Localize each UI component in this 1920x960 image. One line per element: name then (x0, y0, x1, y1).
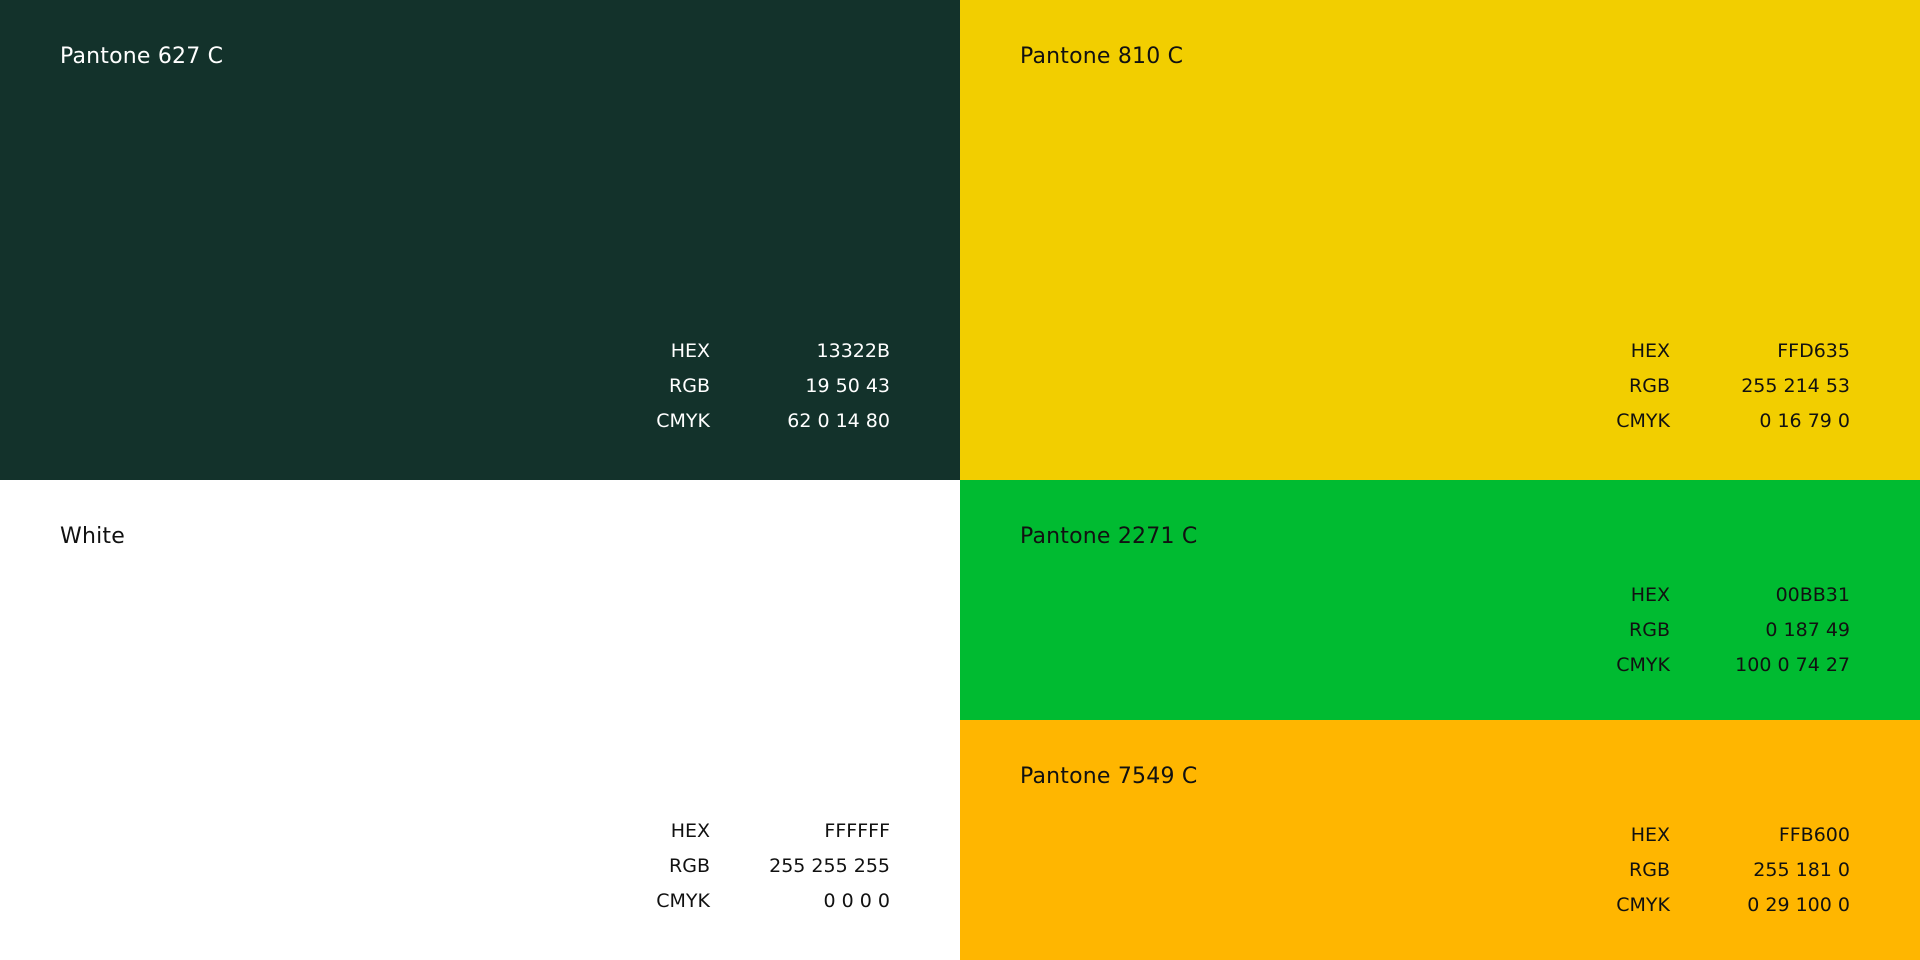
swatch-name: White (60, 524, 125, 549)
cmyk-value: 0 0 0 0 (823, 890, 890, 912)
color-specs: HEX 00BB31 RGB 0 187 49 CMYK 100 0 74 27 (1616, 583, 1850, 678)
swatch-pantone-810: Pantone 810 C HEX FFD635 RGB 255 214 53 … (960, 0, 1920, 480)
swatch-name: Pantone 2271 C (1020, 524, 1198, 549)
rgb-value: 19 50 43 (805, 375, 890, 397)
color-specs: HEX FFFFFF RGB 255 255 255 CMYK 0 0 0 0 (656, 819, 890, 914)
cmyk-value: 100 0 74 27 (1735, 654, 1850, 676)
hex-value: FFFFFF (824, 820, 890, 842)
cmyk-value: 62 0 14 80 (787, 410, 890, 432)
swatch-pantone-7549: Pantone 7549 C HEX FFB600 RGB 255 181 0 … (960, 720, 1920, 960)
swatch-name: Pantone 627 C (60, 44, 224, 69)
rgb-label: RGB (669, 855, 710, 877)
swatch-name: Pantone 810 C (1020, 44, 1184, 69)
hex-label: HEX (1630, 340, 1670, 362)
hex-value: 13322B (816, 340, 890, 362)
rgb-value: 0 187 49 (1765, 619, 1850, 641)
color-specs: HEX 13322B RGB 19 50 43 CMYK 62 0 14 80 (656, 339, 890, 434)
swatch-name: Pantone 7549 C (1020, 764, 1198, 789)
hex-value: FFB600 (1778, 824, 1850, 846)
rgb-label: RGB (1629, 859, 1670, 881)
hex-value: FFD635 (1777, 340, 1850, 362)
rgb-label: RGB (1629, 375, 1670, 397)
swatch-white: White HEX FFFFFF RGB 255 255 255 CMYK 0 … (0, 480, 960, 960)
cmyk-label: CMYK (1616, 410, 1670, 432)
swatch-pantone-627: Pantone 627 C HEX 13322B RGB 19 50 43 CM… (0, 0, 960, 480)
cmyk-value: 0 29 100 0 (1747, 894, 1850, 916)
hex-label: HEX (670, 820, 710, 842)
rgb-value: 255 181 0 (1753, 859, 1850, 881)
color-specs: HEX FFD635 RGB 255 214 53 CMYK 0 16 79 0 (1616, 339, 1850, 434)
rgb-value: 255 214 53 (1741, 375, 1850, 397)
cmyk-value: 0 16 79 0 (1759, 410, 1850, 432)
cmyk-label: CMYK (1616, 654, 1670, 676)
rgb-label: RGB (1629, 619, 1670, 641)
cmyk-label: CMYK (1616, 894, 1670, 916)
hex-label: HEX (1630, 584, 1670, 606)
cmyk-label: CMYK (656, 890, 710, 912)
swatch-pantone-2271: Pantone 2271 C HEX 00BB31 RGB 0 187 49 C… (960, 480, 1920, 720)
cmyk-label: CMYK (656, 410, 710, 432)
rgb-label: RGB (669, 375, 710, 397)
rgb-value: 255 255 255 (769, 855, 890, 877)
hex-label: HEX (1630, 824, 1670, 846)
hex-value: 00BB31 (1775, 584, 1850, 606)
hex-label: HEX (670, 340, 710, 362)
color-specs: HEX FFB600 RGB 255 181 0 CMYK 0 29 100 0 (1616, 823, 1850, 918)
